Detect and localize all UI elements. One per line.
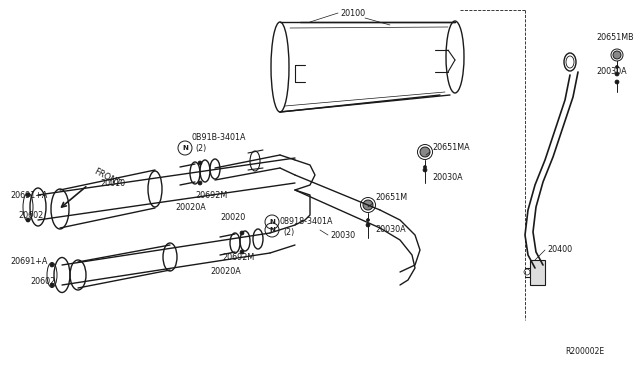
Circle shape xyxy=(423,168,427,172)
Text: 20030: 20030 xyxy=(330,231,355,240)
Text: FRONT: FRONT xyxy=(92,167,122,189)
Text: 20651MA: 20651MA xyxy=(432,144,470,153)
Circle shape xyxy=(367,218,369,221)
Text: 20691+A: 20691+A xyxy=(10,190,47,199)
Polygon shape xyxy=(530,260,545,285)
Circle shape xyxy=(424,166,426,169)
Text: 20602: 20602 xyxy=(30,278,55,286)
Text: 20692M: 20692M xyxy=(195,190,227,199)
Text: 20100: 20100 xyxy=(340,9,365,17)
Circle shape xyxy=(616,65,618,68)
Text: 20651M: 20651M xyxy=(375,193,407,202)
Text: 20691+A: 20691+A xyxy=(10,257,47,266)
Text: N: N xyxy=(269,219,275,225)
Text: 20020A: 20020A xyxy=(175,203,205,212)
Circle shape xyxy=(198,181,202,185)
Text: 20030A: 20030A xyxy=(375,225,406,234)
Text: 20030A: 20030A xyxy=(432,173,463,183)
Circle shape xyxy=(240,250,244,254)
Text: 20030A: 20030A xyxy=(596,67,627,77)
Circle shape xyxy=(26,193,30,197)
Text: 20651MB: 20651MB xyxy=(596,33,634,42)
Text: N: N xyxy=(182,145,188,151)
Circle shape xyxy=(240,231,244,235)
Circle shape xyxy=(615,72,619,76)
Circle shape xyxy=(366,223,370,227)
Ellipse shape xyxy=(420,147,430,157)
Text: R200002E: R200002E xyxy=(565,347,604,356)
Circle shape xyxy=(198,161,202,165)
Text: (2): (2) xyxy=(195,144,206,153)
Text: N: N xyxy=(269,227,275,233)
Text: 20400: 20400 xyxy=(547,246,572,254)
Text: 20020: 20020 xyxy=(220,214,245,222)
Text: 08918-3401A: 08918-3401A xyxy=(280,218,333,227)
Text: 0B91B-3401A: 0B91B-3401A xyxy=(192,134,246,142)
Circle shape xyxy=(615,80,619,84)
Text: 20602: 20602 xyxy=(18,211,44,219)
Circle shape xyxy=(50,283,54,287)
Circle shape xyxy=(26,218,30,222)
Circle shape xyxy=(50,263,54,267)
Text: 20020A: 20020A xyxy=(210,267,241,276)
Text: 20010: 20010 xyxy=(100,179,125,187)
Text: (2): (2) xyxy=(283,228,294,237)
Text: 20692M: 20692M xyxy=(222,253,254,263)
Ellipse shape xyxy=(613,51,621,59)
Ellipse shape xyxy=(363,200,373,210)
